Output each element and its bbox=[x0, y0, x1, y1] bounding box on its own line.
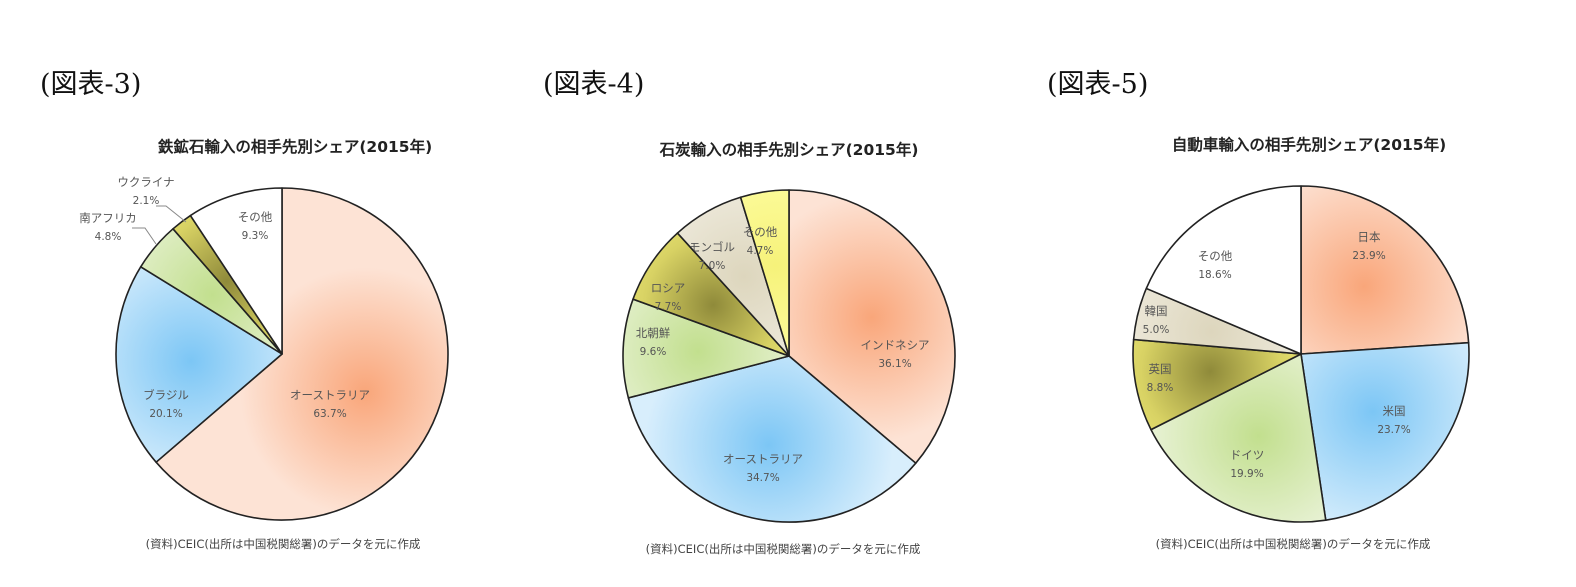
callout-leader-line bbox=[156, 205, 187, 223]
pie-slice bbox=[115, 266, 283, 464]
pie-slice bbox=[1145, 185, 1302, 355]
source-note: (資料)CEIC(出所は中国税関総署)のデータを元に作成 bbox=[145, 537, 421, 551]
figure-label: (図表-3) bbox=[40, 69, 142, 100]
slice-label: モンゴル bbox=[689, 240, 735, 254]
slice-value: 23.9% bbox=[1352, 250, 1385, 262]
figure-label: (図表-4) bbox=[543, 69, 645, 100]
slice-value: 18.6% bbox=[1198, 269, 1231, 281]
slice-label: オーストラリア bbox=[290, 388, 370, 402]
pie-slice bbox=[1150, 353, 1327, 523]
slice-label: その他 bbox=[238, 210, 273, 224]
chart-title: 自動車輸入の相手先別シェア(2015年) bbox=[1171, 136, 1447, 154]
slice-value: 7.7% bbox=[655, 301, 682, 313]
pie-slice bbox=[788, 189, 956, 464]
slice-label: 英国 bbox=[1149, 362, 1172, 376]
slice-value: 7.0% bbox=[699, 260, 726, 272]
callout-label: 南アフリカ bbox=[79, 211, 137, 225]
figure-label: (図表-5) bbox=[1047, 69, 1149, 100]
pie-chart-iron-ore: オーストラリア 63.7% ブラジル 20.1% 南アフリカ 4.8% ウクライナ 2.1% そ… bbox=[79, 175, 449, 521]
source-note: (資料)CEIC(出所は中国税関総署)のデータを元に作成 bbox=[645, 542, 921, 556]
pie-slice bbox=[1300, 185, 1470, 355]
slice-label: 韓国 bbox=[1145, 304, 1168, 318]
callout-value: 4.8% bbox=[95, 231, 122, 243]
slice-label: 日本 bbox=[1358, 230, 1381, 244]
slice-value: 23.7% bbox=[1377, 424, 1410, 436]
slice-label: 米国 bbox=[1383, 404, 1406, 418]
slice-label: ロシア bbox=[651, 281, 686, 295]
pie-slice bbox=[1132, 338, 1302, 431]
pie-slice bbox=[622, 298, 790, 399]
slice-label: ブラジル bbox=[143, 388, 189, 402]
pie-slice bbox=[627, 355, 917, 523]
slice-value: 19.9% bbox=[1230, 468, 1263, 480]
pie-slice bbox=[155, 187, 449, 521]
callout-leader-line bbox=[132, 227, 157, 245]
callout-label: ウクライナ bbox=[117, 175, 174, 189]
slice-value: 34.7% bbox=[746, 472, 779, 484]
slice-label: その他 bbox=[1198, 249, 1233, 263]
figure-panel-3: (図表-3) 鉄鉱石輸入の相手先別シェア(2015年) オーストラリア 63.7%… bbox=[0, 0, 520, 587]
slice-value: 5.0% bbox=[1143, 324, 1170, 336]
slice-label: ドイツ bbox=[1230, 448, 1265, 462]
pie-slice bbox=[189, 187, 283, 355]
chart-title: 鉄鉱石輸入の相手先別シェア(2015年) bbox=[157, 138, 433, 156]
slice-label: 北朝鮮 bbox=[636, 326, 671, 340]
slice-label: インドネシア bbox=[861, 338, 930, 352]
slice-value: 9.3% bbox=[242, 230, 269, 242]
slice-value: 4.7% bbox=[747, 245, 774, 257]
slice-value: 63.7% bbox=[313, 408, 346, 420]
slice-label: その他 bbox=[743, 225, 778, 239]
slice-value: 20.1% bbox=[149, 408, 182, 420]
source-note: (資料)CEIC(出所は中国税関総署)のデータを元に作成 bbox=[1155, 537, 1431, 551]
pie-slice bbox=[739, 189, 790, 357]
pie-slice bbox=[1300, 341, 1470, 521]
slice-value: 36.1% bbox=[878, 358, 911, 370]
chart-title: 石炭輸入の相手先別シェア(2015年) bbox=[659, 141, 919, 159]
slice-label: オーストラリア bbox=[723, 452, 803, 466]
slice-value: 8.8% bbox=[1147, 382, 1174, 394]
slice-value: 9.6% bbox=[640, 346, 667, 358]
callout-value: 2.1% bbox=[133, 195, 160, 207]
